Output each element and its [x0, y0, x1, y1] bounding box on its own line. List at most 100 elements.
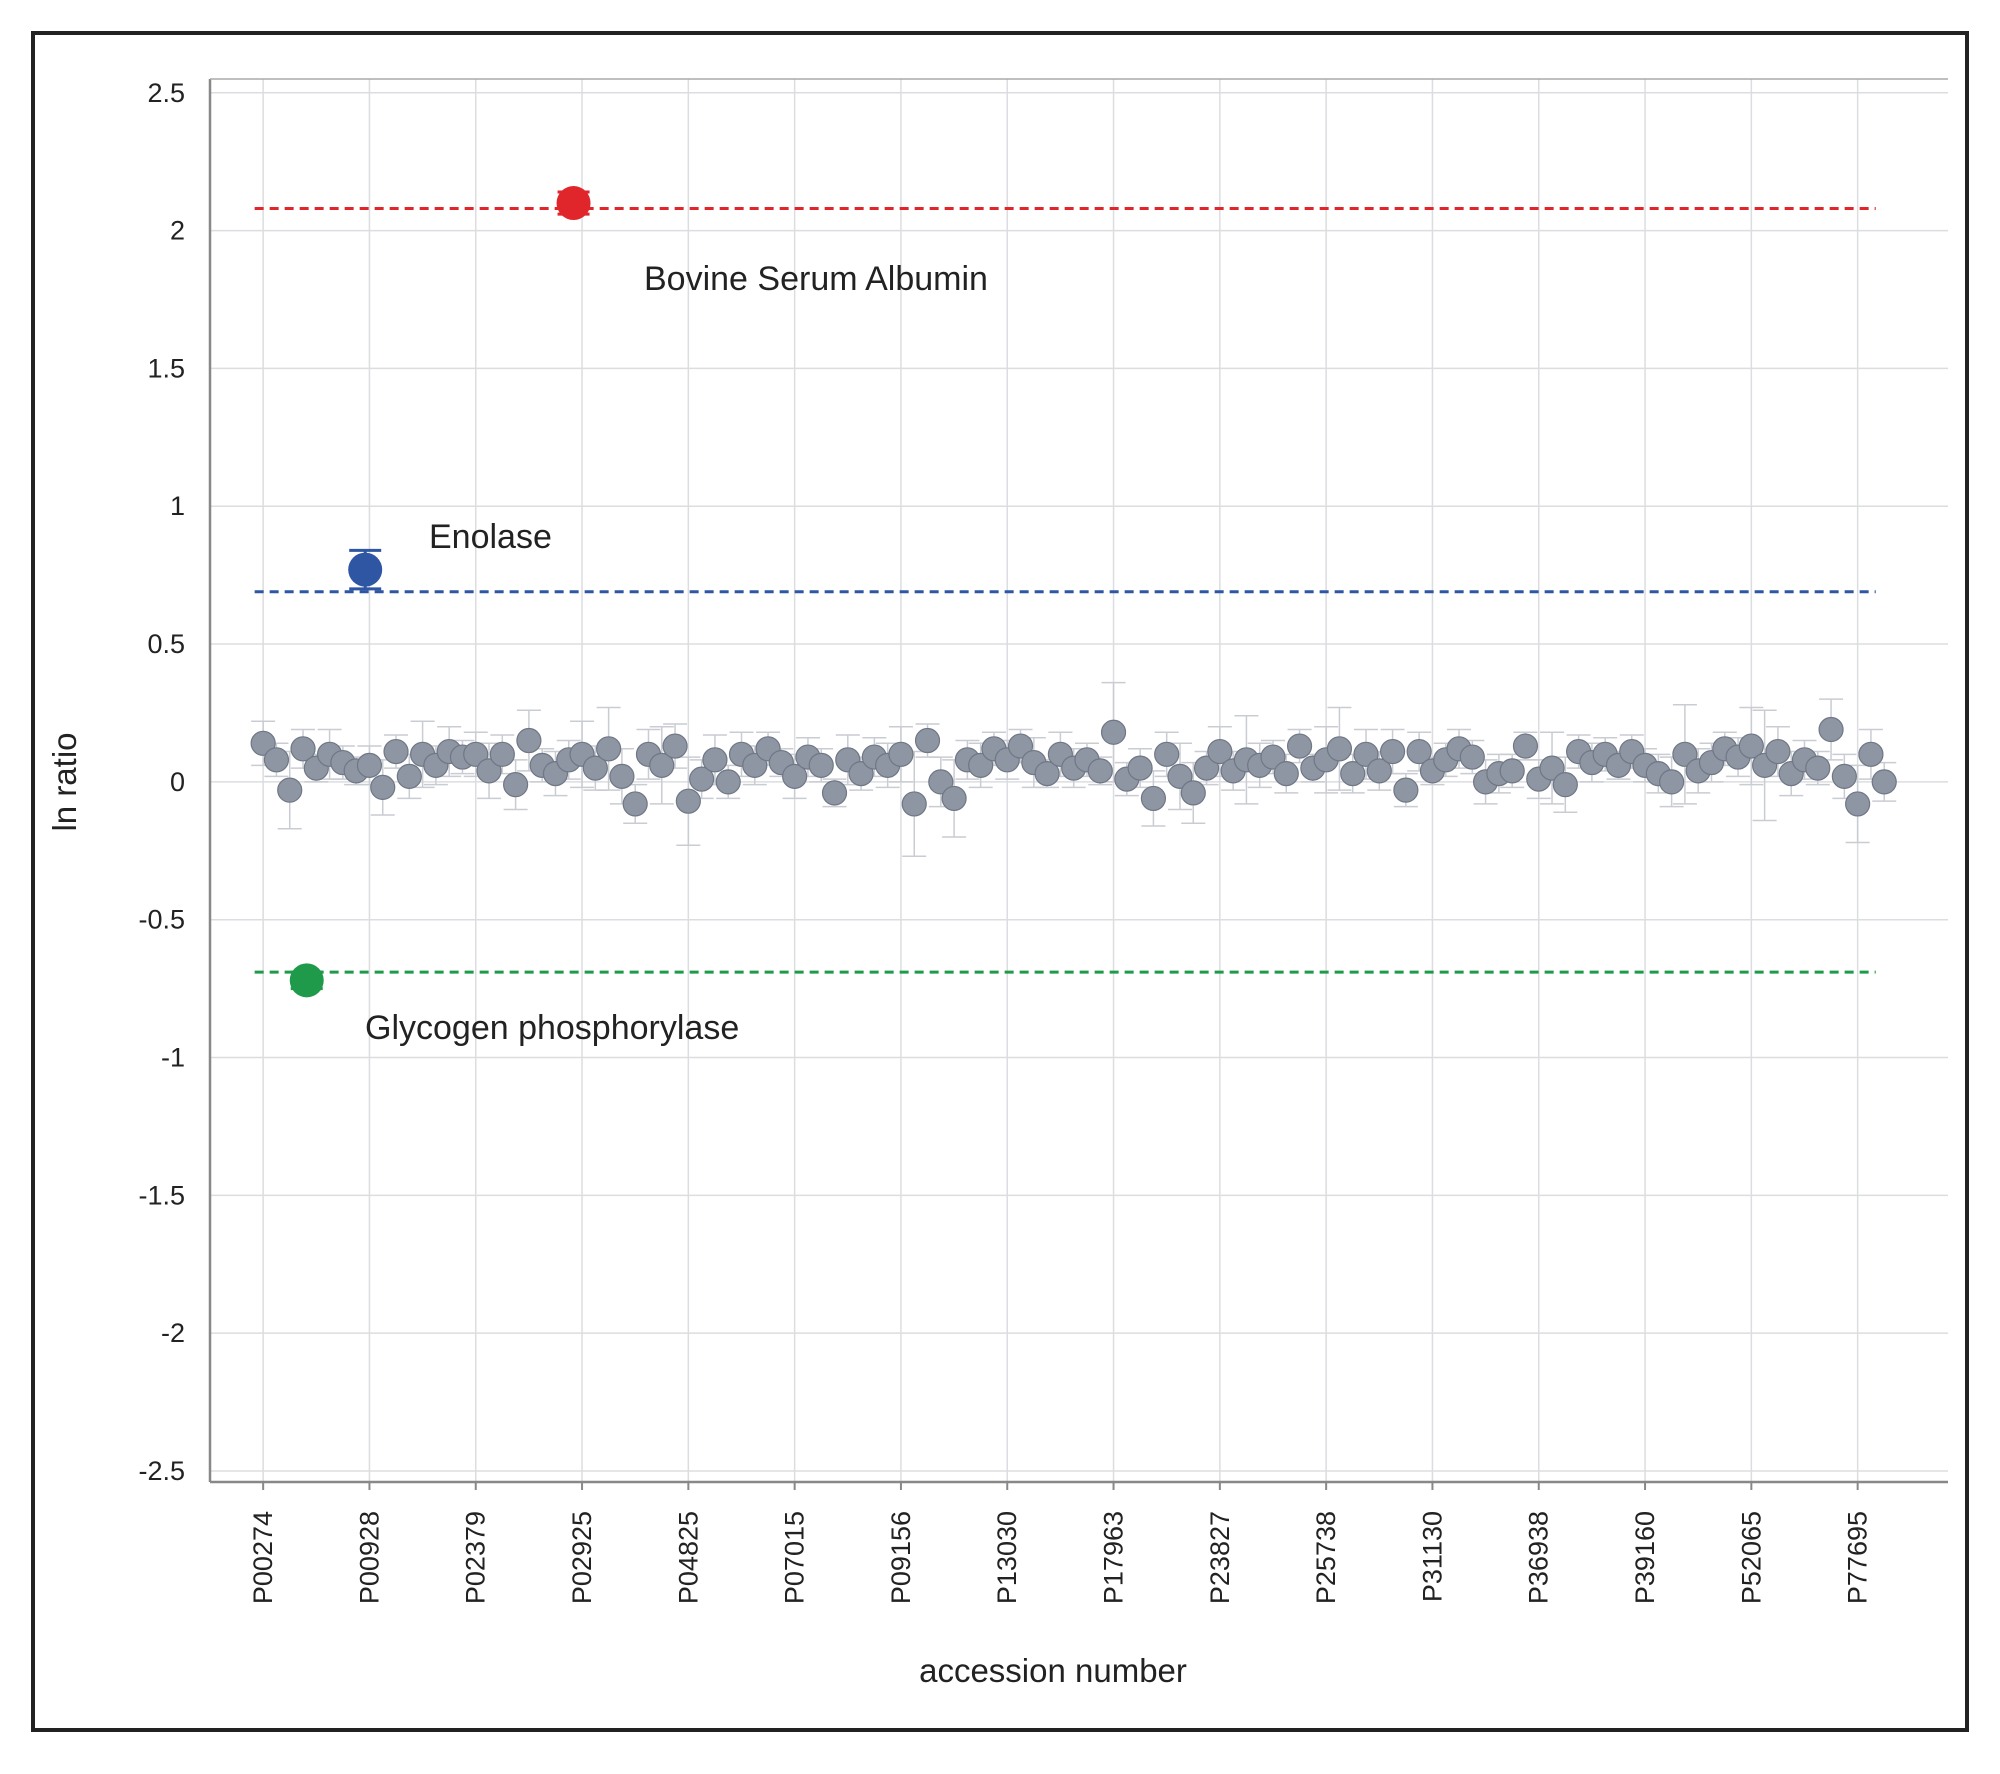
data-point — [1326, 736, 1353, 762]
data-point — [1552, 772, 1578, 798]
x-tick-label: P52065 — [1736, 1511, 1766, 1604]
x-tick-label: P09156 — [886, 1511, 916, 1604]
data-point — [821, 780, 848, 806]
y-tick-label: 1.5 — [147, 353, 185, 383]
y-tick-label: -1.5 — [138, 1180, 185, 1210]
data-point — [1340, 761, 1366, 787]
data-point — [1100, 719, 1127, 745]
data-point — [662, 733, 688, 759]
data-point — [1871, 769, 1897, 795]
data-point — [582, 755, 608, 781]
y-tick-label: -2 — [161, 1318, 185, 1348]
data-point — [1167, 763, 1193, 789]
data-point — [263, 747, 290, 773]
data-point — [968, 752, 994, 778]
highlight-point — [289, 963, 324, 998]
data-point — [848, 761, 874, 787]
data-point — [1738, 733, 1764, 759]
data-point — [888, 741, 914, 767]
x-tick-label: P17963 — [1099, 1511, 1129, 1604]
y-tick-label: 2 — [170, 216, 185, 246]
data-point — [1273, 761, 1299, 787]
x-tick-label: P07015 — [780, 1511, 810, 1604]
data-point — [463, 741, 489, 767]
x-tick-label: P00928 — [354, 1511, 384, 1604]
annotation: Bovine Serum Albumin — [644, 260, 988, 298]
data-point — [250, 730, 276, 756]
data-point — [928, 769, 954, 795]
data-point — [1180, 780, 1206, 806]
data-point — [1034, 761, 1060, 787]
data-point — [1765, 738, 1791, 765]
data-point — [290, 736, 316, 762]
data-point — [715, 769, 741, 795]
data-point — [1539, 755, 1565, 781]
data-point — [1512, 733, 1539, 759]
y-tick-label: -2.5 — [138, 1456, 185, 1486]
data-point — [1207, 738, 1233, 765]
data-point — [941, 785, 967, 812]
data-point — [782, 763, 808, 789]
data-point — [516, 727, 542, 754]
data-point — [277, 777, 303, 803]
y-tick-label: -0.5 — [138, 905, 185, 935]
data-point — [675, 788, 701, 814]
data-point — [689, 766, 715, 792]
x-axis-label: accession number — [919, 1652, 1187, 1689]
data-point — [1154, 741, 1180, 767]
data-point — [1459, 744, 1485, 770]
x-tick-label: P04825 — [673, 1511, 703, 1604]
data-point — [1007, 733, 1034, 759]
annotation: Glycogen phosphorylase — [365, 1009, 739, 1047]
y-tick-label: -1 — [161, 1043, 185, 1073]
data-point — [1127, 755, 1153, 781]
data-point — [396, 763, 422, 789]
data-point — [1140, 785, 1167, 812]
data-point — [914, 727, 941, 754]
data-point — [489, 741, 515, 767]
x-tick-label: P13030 — [992, 1511, 1022, 1604]
data-point — [702, 747, 728, 773]
x-tick-label: P25738 — [1311, 1511, 1341, 1604]
y-tick-label: 1 — [170, 491, 185, 521]
y-axis-label: ln ratio — [46, 732, 83, 831]
data-point — [742, 752, 768, 778]
data-point — [1087, 758, 1113, 784]
data-point — [1366, 758, 1392, 784]
data-point — [1353, 741, 1379, 767]
data-point — [649, 752, 675, 778]
annotation: Enolase — [429, 518, 552, 556]
data-point — [356, 752, 383, 778]
x-tick-label: P23827 — [1205, 1511, 1235, 1604]
data-point — [1818, 716, 1844, 743]
x-tick-label: P00274 — [248, 1511, 278, 1604]
data-point — [808, 752, 834, 778]
frame — [31, 31, 1969, 1732]
data-point — [1193, 755, 1220, 781]
x-tick-label: P02379 — [461, 1511, 491, 1604]
x-tick-label: P02925 — [567, 1511, 597, 1604]
data-point — [1406, 738, 1432, 765]
x-tick-label: P39160 — [1630, 1511, 1660, 1604]
data-point — [622, 791, 648, 817]
x-tick-label: P31130 — [1417, 1511, 1447, 1602]
highlight-point — [556, 186, 591, 221]
highlight-point — [348, 552, 383, 587]
data-point — [901, 791, 927, 817]
y-tick-label: 2.5 — [147, 78, 185, 108]
y-tick-label: 0.5 — [147, 629, 185, 659]
x-tick-label: P36938 — [1524, 1511, 1554, 1604]
data-point — [1260, 744, 1286, 770]
data-point — [370, 774, 396, 800]
data-point — [1858, 741, 1884, 767]
data-point — [1499, 758, 1525, 784]
data-point — [1379, 738, 1406, 765]
data-point — [596, 736, 622, 762]
data-point — [383, 738, 409, 765]
data-point — [1659, 769, 1685, 795]
data-point — [1805, 755, 1831, 781]
data-point — [476, 758, 502, 784]
data-point — [1286, 733, 1313, 759]
